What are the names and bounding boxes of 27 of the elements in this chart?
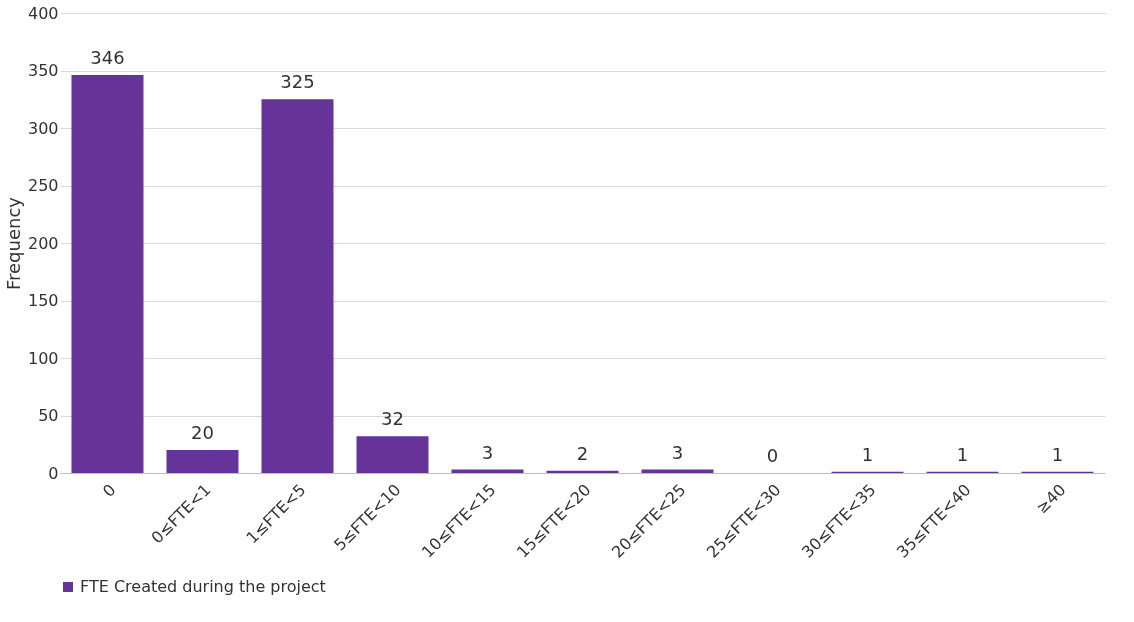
y-axis-title: Frequency bbox=[2, 196, 24, 290]
bar bbox=[356, 436, 429, 473]
y-tick-label: 100 bbox=[27, 348, 59, 368]
data-label: 1 bbox=[956, 443, 969, 465]
data-label: 346 bbox=[90, 47, 125, 69]
data-label: 1 bbox=[861, 443, 874, 465]
data-label: 20 bbox=[191, 422, 214, 443]
data-label: 32 bbox=[381, 408, 404, 430]
y-tick-label: 200 bbox=[27, 233, 59, 253]
y-tick-label: 50 bbox=[38, 406, 59, 425]
y-tick-label: 0 bbox=[48, 463, 59, 483]
bar bbox=[166, 450, 239, 473]
y-tick-label: 150 bbox=[27, 291, 59, 310]
x-tick-label: 0 bbox=[98, 480, 120, 501]
data-label: 3 bbox=[671, 441, 684, 463]
y-tick-label: 350 bbox=[27, 61, 59, 80]
data-label: 3 bbox=[481, 441, 494, 463]
legend-label: FTE Created during the project bbox=[80, 577, 326, 596]
y-tick-label: 250 bbox=[27, 176, 59, 195]
y-tick-label: 300 bbox=[27, 118, 59, 138]
y-tick-label: 400 bbox=[27, 3, 59, 23]
data-label: 1 bbox=[1051, 443, 1064, 465]
bar bbox=[261, 99, 334, 473]
data-label: 2 bbox=[576, 442, 589, 464]
data-label: 0 bbox=[766, 445, 779, 466]
bar bbox=[71, 75, 144, 473]
data-label: 325 bbox=[280, 71, 315, 93]
